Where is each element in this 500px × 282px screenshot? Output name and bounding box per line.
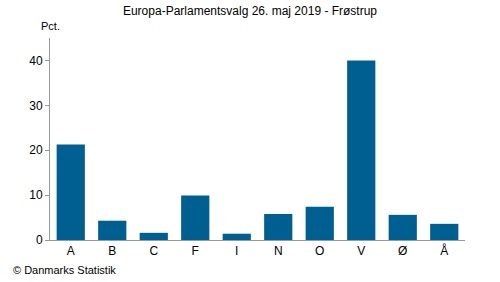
svg-text:Å: Å: [440, 243, 448, 258]
svg-text:Pct.: Pct.: [41, 20, 60, 32]
svg-text:20: 20: [29, 143, 43, 157]
svg-text:30: 30: [29, 99, 43, 113]
svg-text:© Danmarks Statistik: © Danmarks Statistik: [13, 264, 116, 276]
svg-text:A: A: [67, 244, 75, 258]
svg-text:O: O: [315, 244, 324, 258]
svg-text:B: B: [108, 244, 116, 258]
svg-text:C: C: [149, 244, 158, 258]
svg-text:I: I: [235, 244, 238, 258]
svg-text:N: N: [274, 244, 283, 258]
svg-text:Europa-Parlamentsvalg 26. maj: Europa-Parlamentsvalg 26. maj 2019 - Frø…: [123, 4, 377, 18]
svg-text:F: F: [192, 244, 199, 258]
svg-text:V: V: [357, 244, 365, 258]
svg-text:0: 0: [36, 233, 43, 247]
svg-text:Ø: Ø: [398, 244, 407, 258]
svg-text:10: 10: [29, 188, 43, 202]
svg-text:40: 40: [29, 54, 43, 68]
